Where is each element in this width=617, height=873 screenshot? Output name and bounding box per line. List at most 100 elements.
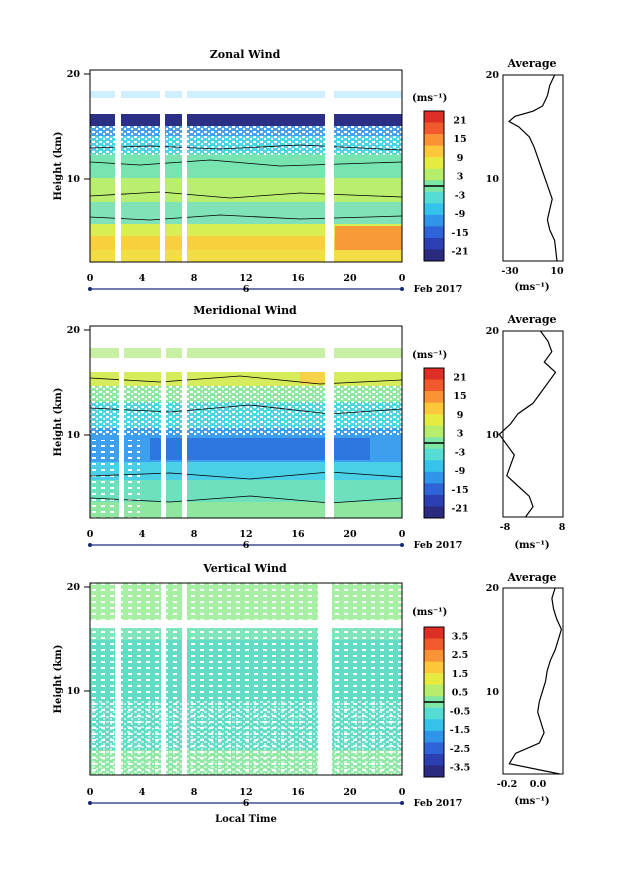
average-profile: Average 20 10 -30 10 (ms⁻¹) <box>486 57 564 293</box>
colorbar-swatch <box>424 730 444 743</box>
colorbar-swatch <box>424 226 444 239</box>
colorbar-swatch <box>424 684 444 697</box>
x-tick-label: 8 <box>191 273 198 284</box>
colorbar-tick-label: 3.5 <box>452 631 469 642</box>
colorbar-swatch <box>424 448 444 461</box>
colorbar-swatch <box>424 425 444 438</box>
plot-frame <box>89 582 403 776</box>
y-tick-label: 20 <box>486 70 500 81</box>
x-axis: 0 4 8 12 16 20 0 6 Feb 2017 Local Time <box>87 787 463 825</box>
panel-zonal: Zonal Wind <box>53 48 564 295</box>
y-tick-label: 20 <box>67 582 81 593</box>
profile-title: Average <box>506 57 556 70</box>
profile-x-label: (ms⁻¹) <box>514 796 549 807</box>
day-label: 6 <box>243 798 250 809</box>
colorbar: (ms⁻¹) 21 15 9 3 -3 -9 -15 -21 <box>412 350 469 519</box>
colorbar-swatch <box>424 673 444 686</box>
x-tick-label: 4 <box>139 787 146 798</box>
colorbar-swatch <box>424 111 444 124</box>
y-tick-label: 10 <box>486 687 500 698</box>
x-tick-label: 0 <box>87 273 94 284</box>
y-tick-label: 20 <box>67 325 81 336</box>
date-label: Feb 2017 <box>414 540 463 551</box>
x-axis: 0 4 8 12 16 20 0 6 Feb 2017 <box>87 273 463 295</box>
colorbar-tick-label: -1.5 <box>450 725 470 736</box>
colorbar-tick-label: 9 <box>457 410 464 421</box>
profile-x-label: (ms⁻¹) <box>514 540 549 551</box>
colorbar-swatch <box>424 742 444 755</box>
panel-vertical: Vertical Wind 20 10 Height (km) 0 4 8 <box>53 562 564 830</box>
x-tick-label: 0 <box>399 529 406 540</box>
heatmap-field <box>89 326 403 518</box>
x-tick-label: 4 <box>139 529 146 540</box>
colorbar-swatch <box>424 214 444 227</box>
x-tick-label: 16 <box>291 787 305 798</box>
y-tick-label: 10 <box>486 430 500 441</box>
colorbar-unit: (ms⁻¹) <box>412 93 447 104</box>
x-tick-label: 20 <box>343 529 357 540</box>
x-tick-label: 4 <box>139 273 146 284</box>
average-profile: Average 20 10 -8 8 (ms⁻¹) <box>486 313 566 551</box>
colorbar-tick-label: 3 <box>457 429 464 440</box>
colorbar-swatch <box>424 661 444 674</box>
colorbar-tick-label: 15 <box>453 391 466 402</box>
profile-line <box>507 74 558 262</box>
colorbar-tick-label: 15 <box>453 134 466 145</box>
profile-x-label: (ms⁻¹) <box>514 282 549 293</box>
colorbar-tick-label: 1.5 <box>452 669 469 680</box>
x-tick-label: 16 <box>291 273 305 284</box>
colorbar-tick-label: 9 <box>457 153 464 164</box>
colorbar-tick-label: -9 <box>455 466 466 477</box>
profile-frame <box>502 74 564 262</box>
y-axis: 20 10 Height (km) <box>53 582 90 713</box>
heatmap-field <box>90 583 402 830</box>
colorbar-swatch <box>424 638 444 651</box>
colorbar-tick-label: -2.5 <box>450 744 470 755</box>
x-tick-label: -0.2 <box>497 779 517 790</box>
x-tick-label: -30 <box>501 266 519 277</box>
colorbar-swatch <box>424 249 444 262</box>
colorbar-swatch <box>424 719 444 732</box>
x-tick-label: 0.0 <box>530 779 547 790</box>
colorbar-tick-label: 21 <box>453 372 466 383</box>
profile-line <box>498 330 557 518</box>
y-tick-label: 10 <box>67 686 81 697</box>
x-axis-label: Local Time <box>215 814 277 825</box>
colorbar-tick-label: -3.5 <box>450 763 470 774</box>
colorbar-unit: (ms⁻¹) <box>412 350 447 361</box>
x-tick-label: 20 <box>343 273 357 284</box>
plot-frame <box>89 69 403 263</box>
colorbar-tick-label: -21 <box>451 247 468 258</box>
colorbar-swatch <box>424 134 444 147</box>
colorbar: (ms⁻¹) 21 15 9 3 -3 -9 -15 -21 <box>412 93 469 262</box>
colorbar-swatch <box>424 237 444 250</box>
colorbar-tick-label: 0.5 <box>452 688 469 699</box>
y-axis-label: Height (km) <box>53 388 64 457</box>
date-label: Feb 2017 <box>414 284 463 295</box>
y-tick-label: 10 <box>486 174 500 185</box>
colorbar-tick-label: 2.5 <box>452 650 469 661</box>
profile-frame <box>502 587 564 775</box>
y-tick-label: 10 <box>67 430 81 441</box>
colorbar-swatch <box>424 368 444 381</box>
colorbar: (ms⁻¹) 3.5 2.5 1.5 0.5 -0.5 -1.5 -2.5 -3.5 <box>412 607 470 778</box>
colorbar-swatch <box>424 460 444 473</box>
colorbar-swatch <box>424 168 444 181</box>
x-tick-label: 0 <box>87 787 94 798</box>
profile-line <box>508 587 563 775</box>
x-tick-label: 8 <box>191 529 198 540</box>
y-tick-label: 10 <box>67 174 81 185</box>
colorbar-tick-label: -15 <box>451 228 468 239</box>
colorbar-tick-label: -0.5 <box>450 706 470 717</box>
y-axis-label: Height (km) <box>53 645 64 714</box>
panel-title: Meridional Wind <box>193 304 297 317</box>
colorbar-swatch <box>424 483 444 496</box>
panel-meridional: Meridional Wind <box>53 304 566 551</box>
x-axis: 0 4 8 12 16 20 0 6 Feb 2017 <box>87 529 463 551</box>
y-tick-label: 20 <box>486 583 500 594</box>
x-tick-label: 20 <box>343 787 357 798</box>
colorbar-tick-label: -15 <box>451 485 468 496</box>
y-axis-label: Height (km) <box>53 132 64 201</box>
colorbar-tick-label: -3 <box>455 190 466 201</box>
day-label: 6 <box>243 540 250 551</box>
